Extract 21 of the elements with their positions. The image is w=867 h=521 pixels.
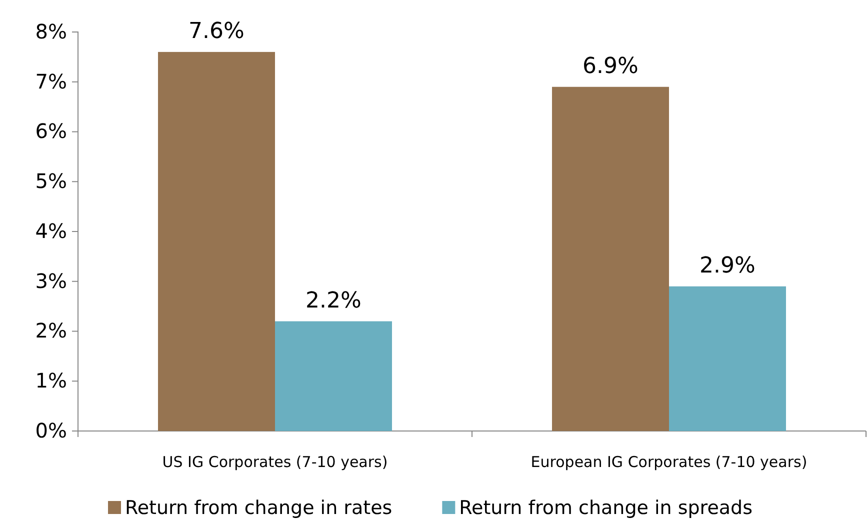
bar — [552, 86, 669, 431]
data-label: 2.2% — [306, 288, 362, 314]
legend-label: Return from change in spreads — [459, 497, 752, 519]
bar — [669, 286, 786, 431]
x-tick-label: US IG Corporates (7-10 years) — [162, 453, 388, 471]
y-tick-label: 7% — [35, 69, 67, 94]
y-tick-label: 6% — [35, 119, 67, 144]
y-tick-label: 4% — [35, 218, 67, 243]
data-label: 6.9% — [582, 54, 638, 79]
y-tick-label: 5% — [35, 169, 67, 194]
data-label: 2.9% — [700, 253, 756, 278]
legend-label: Return from change in rates — [125, 497, 392, 519]
y-tick-label: 8% — [35, 19, 67, 44]
x-tick-label: European IG Corporates (7-10 years) — [530, 453, 808, 471]
y-tick-label: 2% — [35, 318, 67, 343]
y-tick-label: 3% — [35, 268, 67, 293]
y-tick-label: 1% — [35, 368, 67, 393]
y-tick-label: 0% — [35, 418, 67, 442]
bar — [158, 52, 275, 431]
data-label: 7.6% — [188, 18, 244, 44]
bar — [275, 321, 392, 431]
